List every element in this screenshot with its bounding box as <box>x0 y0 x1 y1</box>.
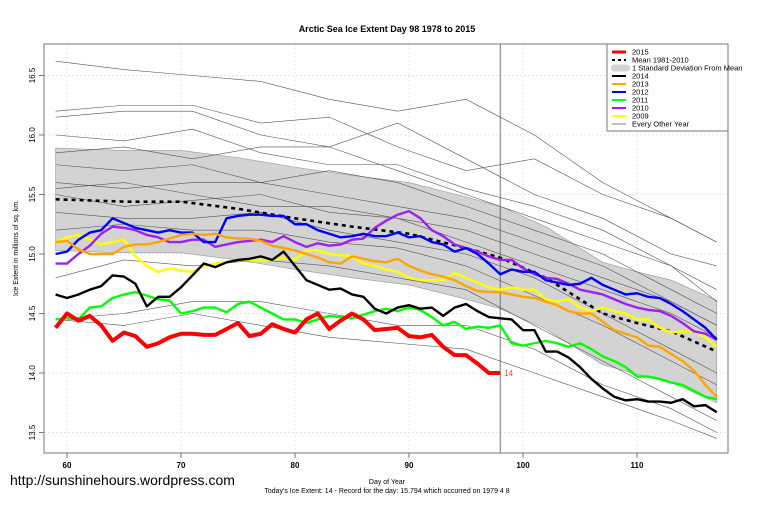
y-tick-label: 14.0 <box>28 365 37 381</box>
legend-swatch <box>611 64 630 72</box>
other-year-line <box>55 182 717 326</box>
legend-label: Every Other Year <box>632 120 690 129</box>
other-year-line <box>55 212 717 374</box>
other-year-line <box>55 223 717 386</box>
legend-label: 2015 <box>632 48 649 57</box>
x-tick-label: 60 <box>63 461 72 470</box>
series-line-2012 <box>55 213 718 341</box>
legend-box <box>606 43 729 132</box>
legend-label: 2012 <box>632 88 649 97</box>
chart-title: Arctic Sea Ice Extent Day 98 1978 to 201… <box>299 24 476 34</box>
y-tick-label: 16.0 <box>28 127 37 143</box>
x-tick-label: 80 <box>291 461 300 470</box>
y-axis: 13.5 14.0 14.5 15.0 15.5 16.0 16.5 <box>28 67 44 440</box>
other-year-line <box>55 60 717 243</box>
other-year-line <box>55 313 717 439</box>
legend-label: 2009 <box>632 112 649 121</box>
watermark-url: http://sunshinehours.wordpress.com <box>10 472 235 488</box>
legend-label: 2010 <box>632 104 649 113</box>
series-line-2013 <box>55 232 718 398</box>
series-line-2009 <box>55 233 718 348</box>
legend-label: 2014 <box>632 72 649 81</box>
series-line-2011 <box>55 290 718 401</box>
x-tick-label: 100 <box>516 461 530 470</box>
mean-line <box>55 197 718 353</box>
series-line-2014 <box>55 250 718 414</box>
legend-label: 2011 <box>632 96 648 105</box>
x-axis-label: Day of Year <box>369 479 406 486</box>
other-year-line <box>55 164 717 314</box>
other-year-line <box>55 128 717 290</box>
x-axis: 60 70 80 90 100 110 <box>63 453 644 470</box>
y-axis-label: Ice Extent in millions of sq. km. <box>13 200 20 296</box>
current-value-label: 14 <box>504 369 513 378</box>
std-dev-band <box>55 147 718 404</box>
plot-frame <box>43 43 729 454</box>
legend-label: Mean 1981-2010 <box>632 56 689 65</box>
other-year-line <box>55 182 717 326</box>
other-year-line <box>55 104 717 243</box>
y-tick-label: 13.5 <box>28 424 37 440</box>
y-tick-label: 15.0 <box>28 246 37 262</box>
other-year-line <box>55 146 717 302</box>
legend-label: 1 Standard Deviation From Mean <box>632 64 742 73</box>
y-tick-label: 14.5 <box>28 305 37 321</box>
other-year-line <box>55 301 717 433</box>
y-tick-label: 16.5 <box>28 67 37 83</box>
series-line-2015 <box>54 311 501 375</box>
other-year-line <box>55 110 717 267</box>
other-year-line <box>55 259 717 421</box>
x-tick-label: 90 <box>405 461 414 470</box>
x-tick-label: 110 <box>631 461 644 470</box>
legend-label: 2013 <box>632 80 649 89</box>
chart-subtitle: Today's Ice Extent: 14 - Record for the … <box>264 488 509 495</box>
x-tick-label: 70 <box>177 461 186 470</box>
y-tick-label: 15.5 <box>28 186 37 202</box>
